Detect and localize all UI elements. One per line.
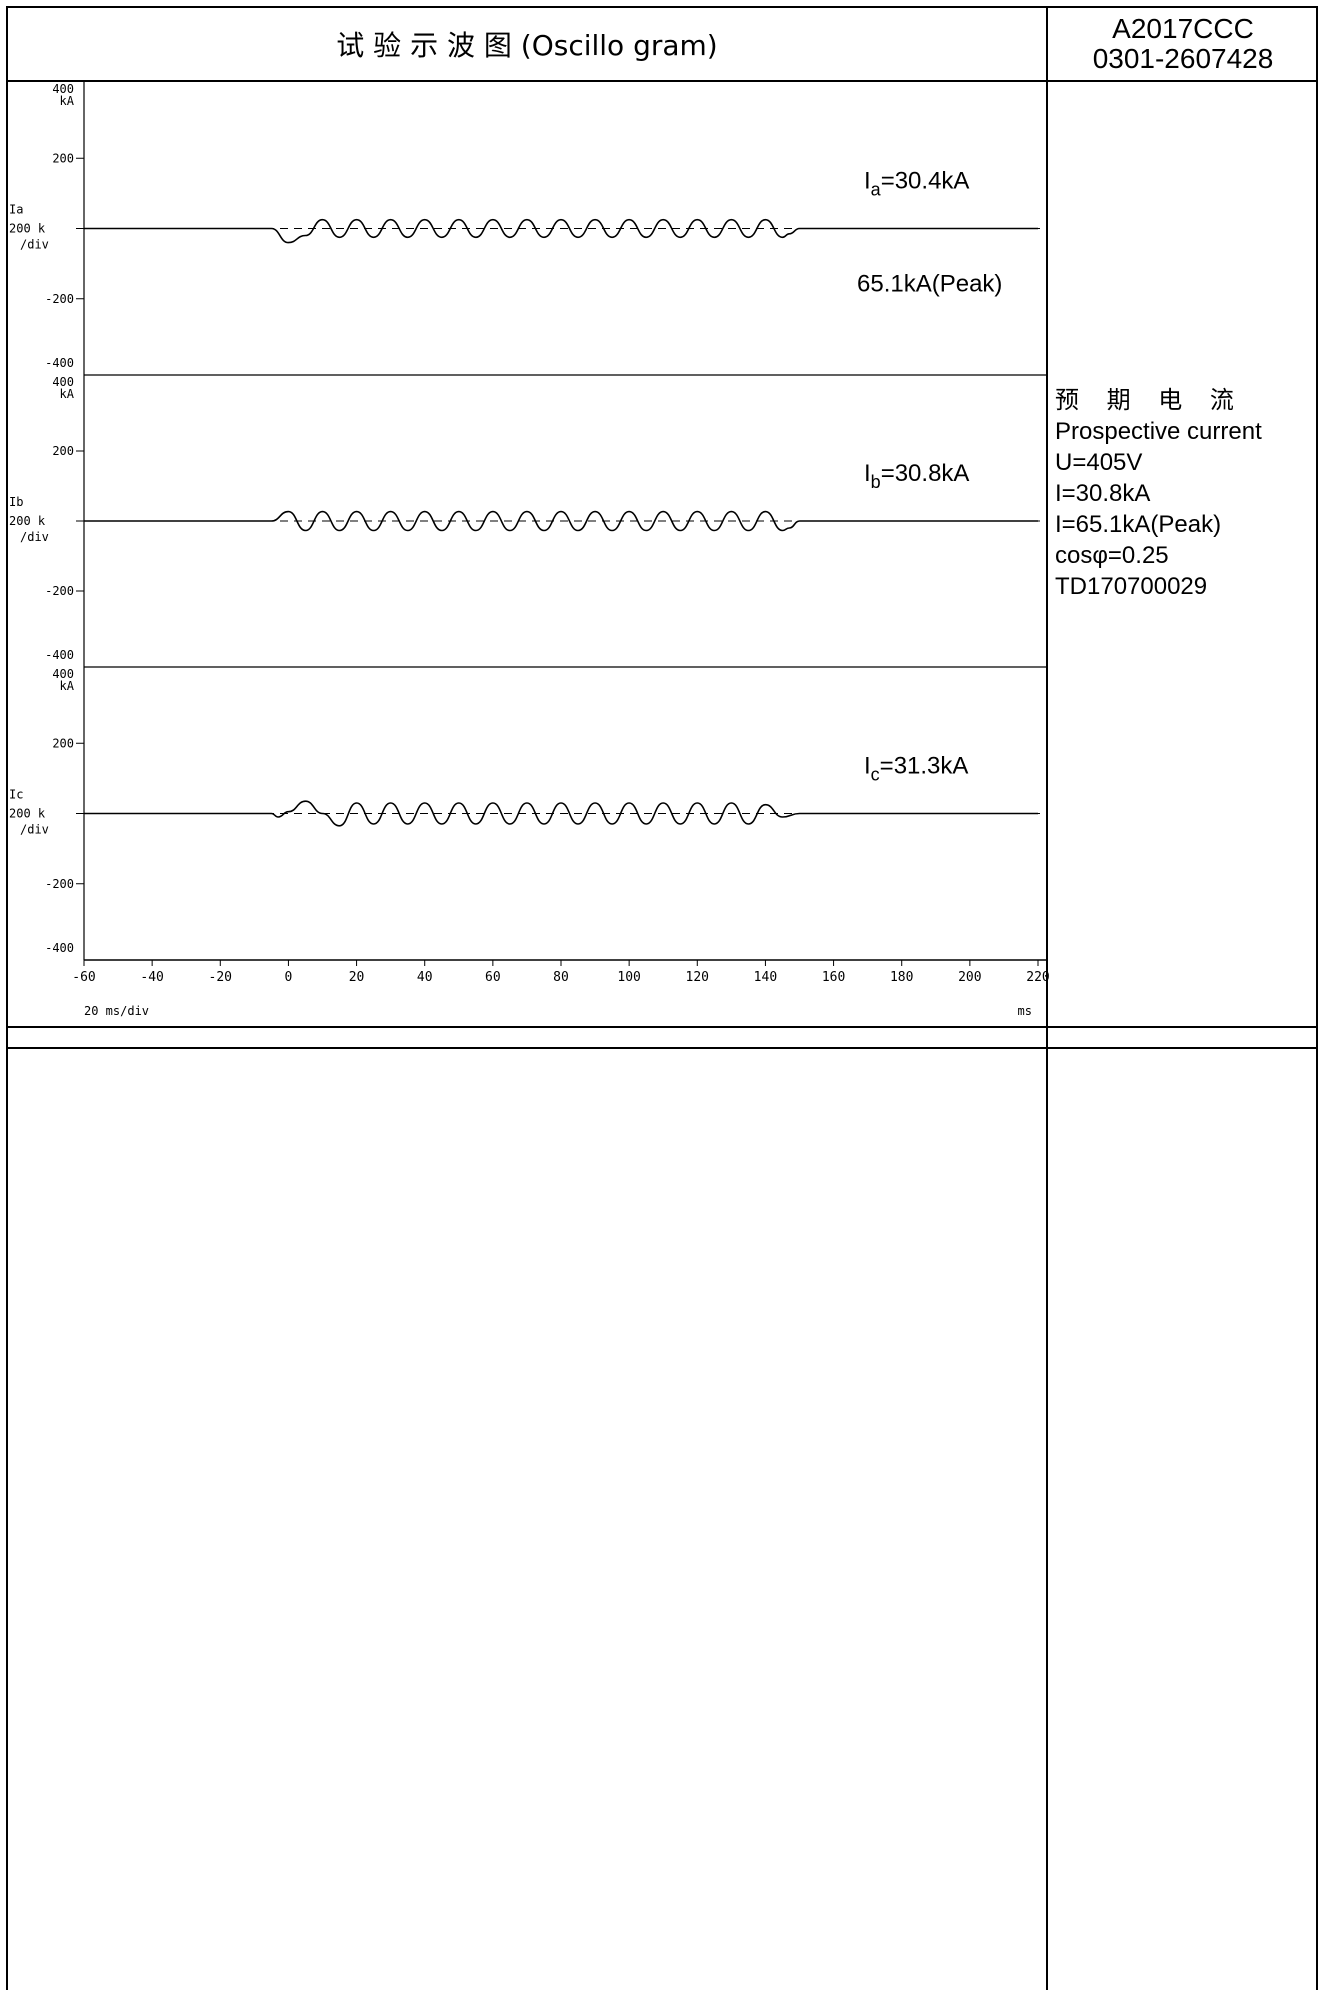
y-unit-label-ib: kA <box>60 387 75 401</box>
prospective-test-id: TD170700029 <box>1055 573 1208 600</box>
y-tick-label-ic: 200 <box>52 736 74 750</box>
x-tick-label: -60 <box>72 970 95 985</box>
x-tick-label: 200 <box>958 970 981 985</box>
y-unit-label-ic: kA <box>60 679 75 693</box>
channel-name-ic: Ic <box>9 788 23 802</box>
prospective-label-cn: 预 期 电 流 <box>1055 386 1244 414</box>
y-tick-label-ic: 400 <box>52 667 74 681</box>
rms-label-ia: Ia=30.4kA <box>864 168 969 200</box>
x-tick-label: -20 <box>209 970 232 985</box>
y-tick-label-ia: -400 <box>45 356 74 370</box>
report-number: A2017CCC 0301-2607428 <box>1048 8 1318 80</box>
column-divider <box>1046 6 1048 1990</box>
y-tick-label-ic: -200 <box>45 877 74 891</box>
x-tick-label: 160 <box>822 970 845 985</box>
x-tick-label: 180 <box>890 970 913 985</box>
y-tick-label-ib: -400 <box>45 648 74 662</box>
x-tick-label: 100 <box>617 970 640 985</box>
y-tick-label-ib: 200 <box>52 444 74 458</box>
channel-scale-ib: 200 k <box>9 514 46 528</box>
y-unit-label-ia: kA <box>60 94 75 108</box>
x-unit-label: ms <box>1018 1004 1032 1018</box>
peak-label-ia: 65.1kA(Peak) <box>857 271 1002 298</box>
prospective-current: I=30.8kA <box>1055 480 1151 507</box>
trace-ia <box>83 218 1038 244</box>
channel-scale-ia: 200 k <box>9 222 46 236</box>
channel-scale-unit-ib: /div <box>20 530 49 544</box>
channel-scale-ic: 200 k <box>9 807 46 821</box>
y-tick-label-ia: 400 <box>52 82 74 96</box>
page-title: 试 验 示 波 图 (Oscillo gram) <box>336 29 718 62</box>
timebase-label: 20 ms/div <box>84 1004 149 1018</box>
header-divider <box>6 80 1318 82</box>
x-tick-label: 40 <box>417 970 433 985</box>
y-tick-label-ib: 400 <box>52 375 74 389</box>
prospective-power-factor: cosφ=0.25 <box>1055 542 1169 569</box>
prospective-peak: I=65.1kA(Peak) <box>1055 511 1222 538</box>
report-number-line2: 0301-2607428 <box>1092 43 1274 74</box>
y-tick-label-ia: -200 <box>45 292 74 306</box>
x-tick-label: 60 <box>485 970 501 985</box>
y-tick-label-ic: -400 <box>45 941 74 955</box>
page-frame <box>6 6 1318 1990</box>
oscillogram-bottom-line <box>6 1026 1318 1028</box>
channel-name-ib: Ib <box>9 495 23 509</box>
channel-scale-unit-ia: /div <box>20 238 49 252</box>
y-tick-label-ia: 200 <box>52 151 74 165</box>
prospective-label-en: Prospective current <box>1055 418 1262 445</box>
x-tick-label: 120 <box>686 970 709 985</box>
trace-ib <box>83 510 1038 532</box>
trace-ic <box>84 800 1038 827</box>
x-tick-label: 0 <box>285 970 293 985</box>
x-tick-label: -40 <box>140 970 163 985</box>
rms-label-ib: Ib=30.8kA <box>864 460 969 492</box>
report-number-line1: A2017CCC <box>1112 13 1254 44</box>
y-tick-label-ib: -200 <box>45 584 74 598</box>
x-tick-label: 140 <box>754 970 777 985</box>
prospective-current-panel: 预 期 电 流 Prospective current U=405V I=30.… <box>1055 385 1317 602</box>
rms-label-ic: Ic=31.3kA <box>864 753 968 785</box>
x-tick-label: 20 <box>349 970 365 985</box>
x-tick-label: 220 <box>1026 970 1049 985</box>
channel-name-ia: Ia <box>9 203 23 217</box>
prospective-voltage: U=405V <box>1055 449 1143 476</box>
channel-scale-unit-ic: /div <box>20 823 49 837</box>
x-tick-label: 80 <box>553 970 569 985</box>
section-divider <box>6 1047 1318 1049</box>
